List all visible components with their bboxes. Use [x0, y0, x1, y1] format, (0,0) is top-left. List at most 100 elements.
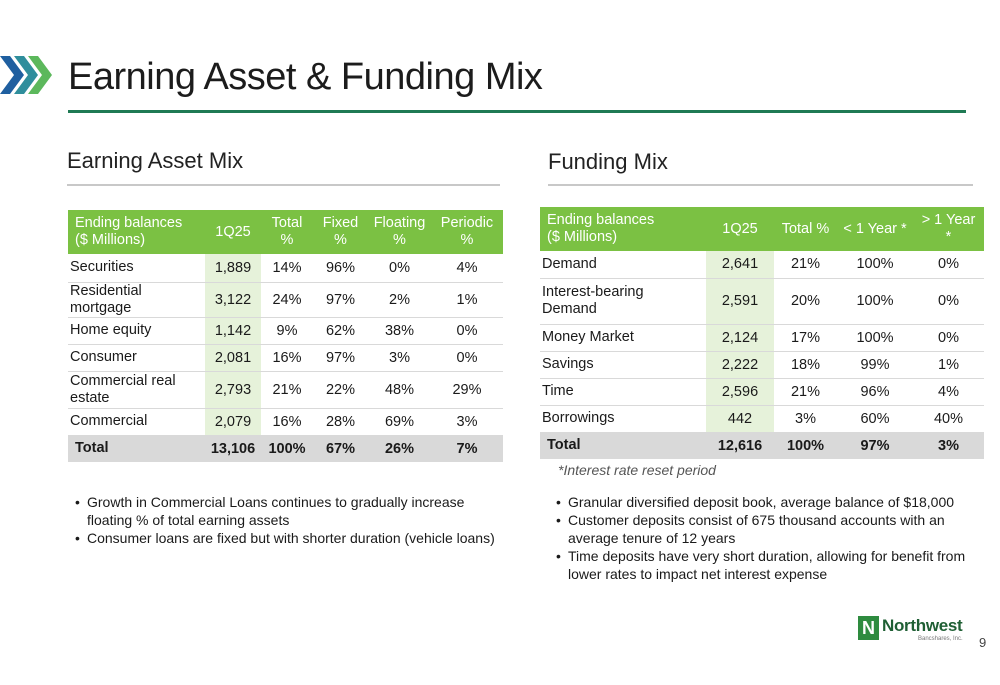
table-cell: 2,591 — [706, 278, 774, 325]
funding-mix-header-cell: Total % — [774, 207, 837, 251]
asset-mix-divider — [67, 184, 500, 186]
asset-mix-header-cell: Ending balances ($ Millions) — [68, 210, 205, 254]
bullet-item: Time deposits have very short duration, … — [556, 547, 976, 583]
row-label: Borrowings — [540, 405, 706, 433]
row-label: Consumer — [68, 344, 205, 372]
asset-mix-table: Ending balances ($ Millions) 1Q25 Total% Fix… — [68, 210, 503, 462]
row-label: Residential mortgage — [68, 282, 205, 318]
row-label: Commercial — [68, 408, 205, 436]
table-cell: 2,079 — [205, 408, 261, 436]
table-cell: 17% — [774, 324, 837, 352]
funding-mix-heading: Funding Mix — [548, 149, 668, 174]
asset-mix-header-text: % — [280, 232, 294, 248]
table-cell: 0% — [368, 254, 431, 283]
asset-mix-header-text: Floating — [373, 215, 426, 231]
table-cell: 9% — [261, 317, 313, 345]
table-cell: 38% — [368, 317, 431, 345]
total-cell: 26% — [368, 435, 431, 462]
bullet-item: Consumer loans are fixed but with shorte… — [75, 529, 505, 547]
table-cell: 2,222 — [706, 351, 774, 379]
table-cell: 100% — [837, 278, 913, 325]
table-cell: 3,122 — [205, 282, 261, 318]
row-label: Interest-bearing Demand — [540, 278, 706, 325]
table-cell: 1% — [913, 351, 984, 379]
funding-mix-header-text: 1Q25 — [722, 220, 758, 237]
table-row: Demand 2,641 21% 100% 0% — [540, 251, 984, 279]
asset-mix-header-text: Ending balances — [75, 215, 183, 231]
asset-mix-header-text: Fixed — [322, 215, 359, 231]
table-row: Commercial 2,079 16% 28% 69% 3% — [68, 408, 503, 436]
table-row: Home equity 1,142 9% 62% 38% 0% — [68, 317, 503, 345]
table-cell: 14% — [261, 254, 313, 283]
total-label: Total — [68, 435, 205, 462]
total-cell: 97% — [837, 432, 913, 459]
table-cell: 2,081 — [205, 344, 261, 372]
total-cell: 3% — [913, 432, 984, 459]
table-row: Borrowings 442 3% 60% 40% — [540, 405, 984, 433]
table-cell: 97% — [313, 282, 368, 318]
table-cell: 0% — [913, 324, 984, 352]
table-cell: 3% — [368, 344, 431, 372]
funding-mix-header-cell: Ending balances ($ Millions) — [540, 207, 706, 251]
table-cell: 0% — [431, 317, 503, 345]
table-row: Savings 2,222 18% 99% 1% — [540, 351, 984, 379]
table-cell: 96% — [837, 378, 913, 406]
page-number: 9 — [979, 635, 987, 650]
table-row: Consumer 2,081 16% 97% 3% 0% — [68, 344, 503, 372]
table-cell: 96% — [313, 254, 368, 283]
table-cell: 18% — [774, 351, 837, 379]
bullet-item: Granular diversified deposit book, avera… — [556, 493, 976, 511]
table-cell: 21% — [261, 371, 313, 409]
table-cell: 1,889 — [205, 254, 261, 283]
table-row: Interest-bearing Demand 2,591 20% 100% 0% — [540, 278, 984, 325]
chevron-arrows-logo-icon — [0, 56, 52, 94]
table-cell: 20% — [774, 278, 837, 325]
funding-mix-header-cell: < 1 Year * — [837, 207, 913, 251]
row-label: Demand — [540, 251, 706, 279]
table-cell: 3% — [774, 405, 837, 433]
asset-mix-heading: Earning Asset Mix — [67, 148, 244, 173]
table-cell: 60% — [837, 405, 913, 433]
table-cell: 2,793 — [205, 371, 261, 409]
table-cell: 100% — [837, 251, 913, 279]
title-divider — [68, 110, 966, 113]
table-cell: 48% — [368, 371, 431, 409]
asset-mix-header-cell: Fixed% — [313, 210, 368, 254]
table-row: Money Market 2,124 17% 100% 0% — [540, 324, 984, 352]
table-cell: 0% — [913, 251, 984, 279]
table-cell: 2,641 — [706, 251, 774, 279]
table-cell: 4% — [913, 378, 984, 406]
asset-mix-header-cell: Floating% — [368, 210, 431, 254]
asset-mix-header-text: Periodic — [440, 215, 494, 231]
table-cell: 3% — [431, 408, 503, 436]
funding-mix-table: Ending balances ($ Millions) 1Q25 Total % < … — [540, 207, 984, 459]
table-cell: 2,124 — [706, 324, 774, 352]
asset-mix-header-text: Total — [271, 215, 303, 231]
table-cell: 99% — [837, 351, 913, 379]
funding-mix-header-text: Total % — [781, 220, 830, 237]
bullet-item: Growth in Commercial Loans continues to … — [75, 493, 505, 529]
asset-mix-header-text: ($ Millions) — [75, 232, 146, 248]
table-row: Residential mortgage 3,122 24% 97% 2% 1% — [68, 282, 503, 318]
table-row: Commercial real estate 2,793 21% 22% 48% 29% — [68, 371, 503, 409]
total-cell: 13,106 — [205, 435, 261, 462]
asset-mix-header-text: % — [460, 232, 474, 248]
funding-mix-divider — [548, 184, 973, 186]
row-label: Savings — [540, 351, 706, 379]
table-cell: 2% — [368, 282, 431, 318]
funding-mix-header-cell: 1Q25 — [706, 207, 774, 251]
funding-mix-header-cell: > 1 Year * — [913, 207, 984, 251]
asset-mix-header-cell: 1Q25 — [205, 210, 261, 254]
funding-mix-header-text: > 1 Year * — [921, 212, 976, 245]
table-cell: 29% — [431, 371, 503, 409]
asset-mix-header-cell: Periodic% — [431, 210, 503, 254]
footnote: *Interest rate reset period — [558, 462, 716, 478]
total-cell: 100% — [774, 432, 837, 459]
table-cell: 16% — [261, 344, 313, 372]
table-cell: 28% — [313, 408, 368, 436]
funding-mix-header-text: ($ Millions) — [547, 229, 618, 245]
table-cell: 21% — [774, 251, 837, 279]
table-cell: 62% — [313, 317, 368, 345]
table-cell: 40% — [913, 405, 984, 433]
table-cell: 97% — [313, 344, 368, 372]
